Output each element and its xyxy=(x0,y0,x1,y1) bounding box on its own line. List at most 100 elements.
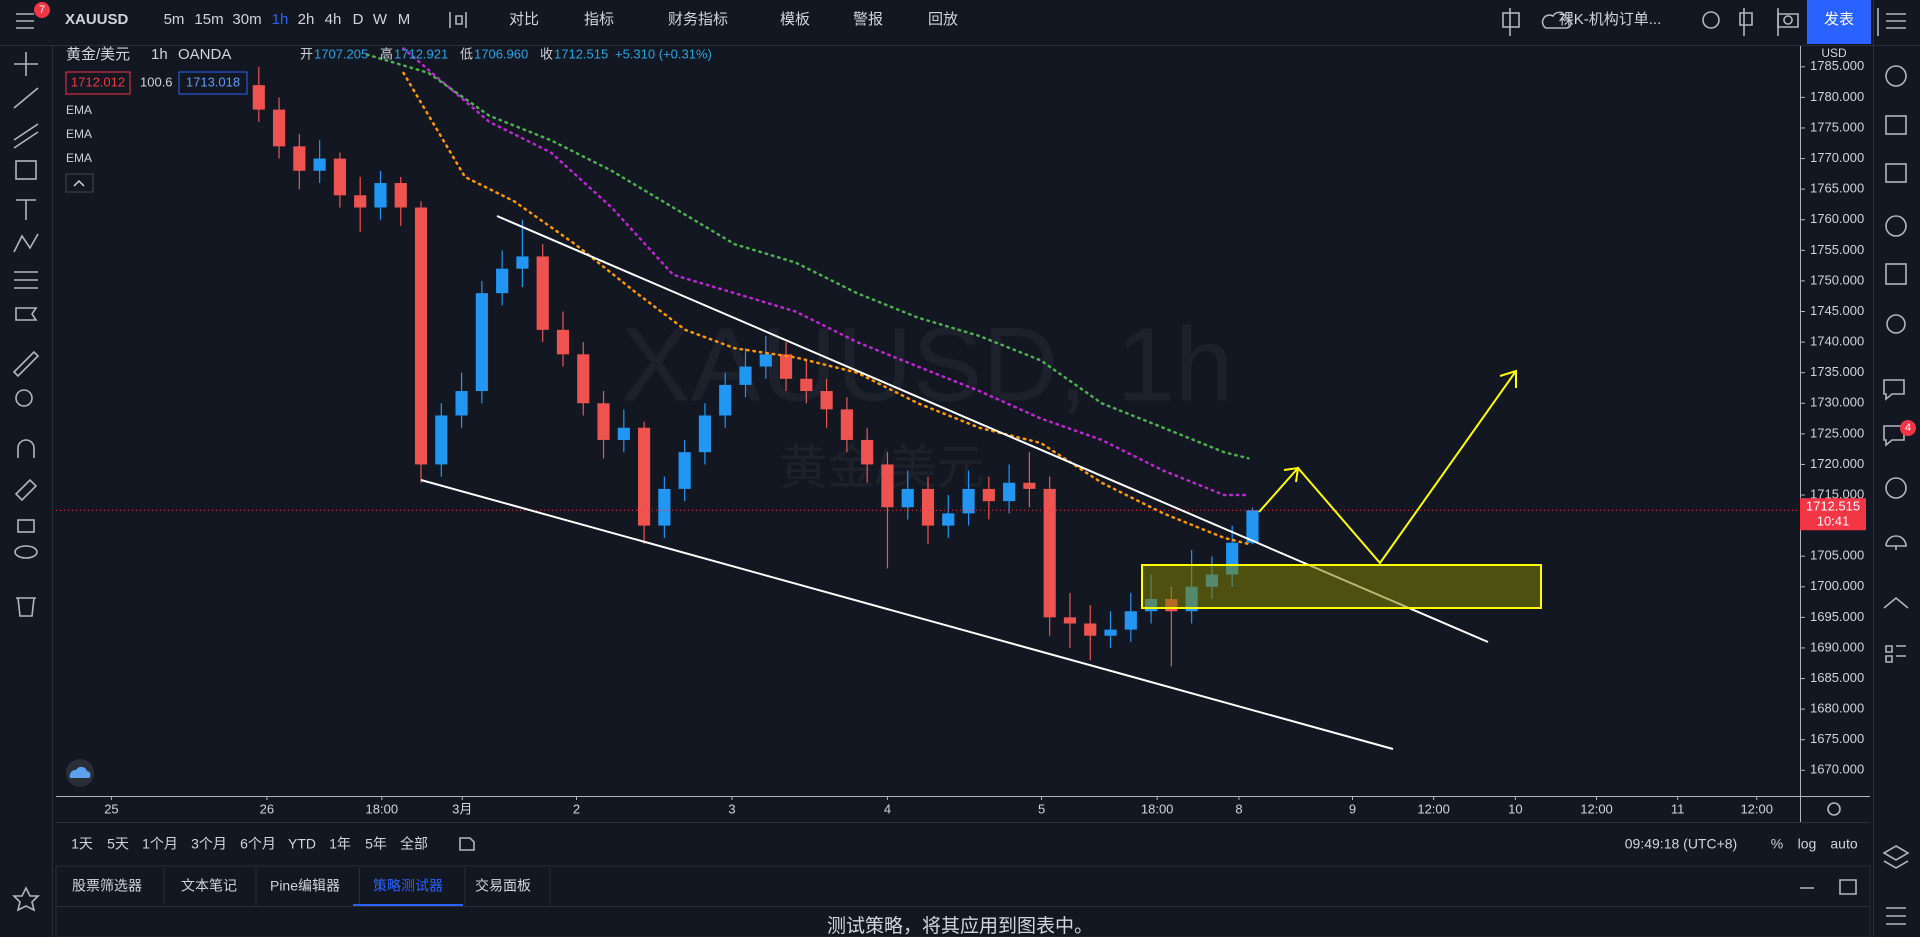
data-window-icon[interactable] xyxy=(1885,163,1907,183)
fullscreen-toggle-icon[interactable] xyxy=(1739,12,1753,26)
visibility-tool[interactable] xyxy=(14,545,38,559)
y-tick-label: 1720.000 xyxy=(1810,456,1864,471)
panel-tab[interactable]: Pine编辑器 xyxy=(270,878,340,894)
toolbar-button[interactable]: 对比 xyxy=(509,11,539,28)
range-button[interactable]: 5天 xyxy=(107,836,129,852)
interval-button[interactable]: 5m xyxy=(164,11,185,28)
fib-tool[interactable] xyxy=(13,123,39,149)
text-tool[interactable] xyxy=(16,199,36,220)
collapse-button[interactable] xyxy=(65,173,94,193)
interval-button[interactable]: W xyxy=(373,11,388,28)
news-icon[interactable] xyxy=(1885,115,1907,135)
panel-tab[interactable]: 策略测试器 xyxy=(373,878,443,894)
trading-icon[interactable] xyxy=(1883,596,1909,609)
calendar-icon[interactable] xyxy=(1885,263,1907,285)
more-icon[interactable] xyxy=(1886,907,1906,925)
candle-body xyxy=(820,391,833,410)
lock-tool[interactable] xyxy=(17,519,35,533)
shape-tool[interactable] xyxy=(15,160,37,180)
toolbar-button[interactable]: 指标 xyxy=(584,11,614,28)
scale-option[interactable]: auto xyxy=(1830,836,1857,852)
axis-settings-icon[interactable] xyxy=(1827,802,1841,816)
pattern-tool[interactable] xyxy=(13,233,39,253)
notifications-icon[interactable] xyxy=(1885,535,1907,550)
last-price-label: 1712.515 xyxy=(1806,499,1860,514)
x-tick-label: 12:00 xyxy=(1580,801,1613,816)
object-tree-icon[interactable] xyxy=(1885,645,1906,663)
range-button[interactable]: 6个月 xyxy=(240,836,276,852)
bid-box[interactable] xyxy=(65,71,131,95)
y-tick-label: 1760.000 xyxy=(1810,211,1864,226)
trendline-tool[interactable] xyxy=(13,87,39,109)
notification-badge xyxy=(34,2,50,18)
fullscreen-icon[interactable] xyxy=(1502,12,1520,28)
toolbar-button[interactable]: 财务指标 xyxy=(668,11,728,28)
draw-mode-tool[interactable] xyxy=(14,478,38,502)
ask-box[interactable] xyxy=(178,71,248,95)
screenshot-icon[interactable] xyxy=(1777,13,1799,28)
range-button[interactable]: 1天 xyxy=(71,836,93,852)
y-tick-label: 1785.000 xyxy=(1810,58,1864,73)
candle-body xyxy=(516,256,529,269)
toolbar-button[interactable]: 模板 xyxy=(780,10,810,28)
symbol[interactable]: XAUUSD xyxy=(65,11,129,28)
chats-icon[interactable] xyxy=(1883,379,1905,401)
icon-tool[interactable] xyxy=(15,307,38,321)
interval-button[interactable]: 1h xyxy=(272,11,289,28)
x-tick-label: 3 xyxy=(728,801,735,816)
scale-option[interactable]: log xyxy=(1798,836,1817,852)
settings-icon[interactable] xyxy=(1702,11,1720,29)
zoom-tool[interactable] xyxy=(15,389,33,407)
favorites-tool[interactable] xyxy=(12,886,40,912)
layers-icon[interactable] xyxy=(1882,845,1910,869)
crosshair-tool[interactable] xyxy=(14,52,38,76)
interval-button[interactable]: 15m xyxy=(194,11,223,28)
ruler-tool[interactable] xyxy=(12,350,40,378)
toolbar-button[interactable]: 回放 xyxy=(928,11,958,28)
date-range-icon[interactable] xyxy=(459,837,475,851)
interval-button[interactable]: M xyxy=(398,11,411,28)
range-button[interactable]: YTD xyxy=(288,836,316,852)
menu-button[interactable] xyxy=(16,13,34,29)
scale-option[interactable]: % xyxy=(1771,836,1783,852)
interval-button[interactable]: 2h xyxy=(298,11,315,28)
interval-button[interactable]: D xyxy=(353,11,364,28)
layout-name[interactable]: 裸K-机构订单... xyxy=(1559,11,1662,28)
ohlc-label: 收 xyxy=(540,46,553,61)
panel-tab[interactable]: 文本笔记 xyxy=(181,878,237,894)
spread: 100.6 xyxy=(140,74,173,89)
interval-button[interactable]: 4h xyxy=(325,11,342,28)
panel-tab[interactable]: 股票筛选器 xyxy=(72,878,142,894)
trendline-lower[interactable] xyxy=(420,479,1394,750)
interval-button[interactable]: 30m xyxy=(232,11,261,28)
range-button[interactable]: 5年 xyxy=(365,836,387,852)
zone-rectangle[interactable] xyxy=(1141,564,1542,609)
x-tick-label: 11 xyxy=(1671,801,1685,816)
panel-controls[interactable] xyxy=(1800,879,1857,895)
range-button[interactable]: 全部 xyxy=(400,836,428,852)
panel-tab[interactable]: 交易面板 xyxy=(475,878,531,894)
hotlist-icon[interactable] xyxy=(1885,215,1907,237)
candle-body xyxy=(293,146,306,171)
range-button[interactable]: 3个月 xyxy=(191,836,227,852)
candle-body xyxy=(597,403,610,440)
tips-icon[interactable] xyxy=(1885,477,1907,499)
y-tick-label: 1730.000 xyxy=(1810,395,1864,410)
ohlc-label: 高 xyxy=(380,46,393,61)
prediction-tool[interactable] xyxy=(14,271,38,289)
x-tick-label: 4 xyxy=(884,801,891,816)
publish-button[interactable] xyxy=(1807,0,1871,44)
range-button[interactable]: 1个月 xyxy=(142,836,178,852)
chart-area[interactable]: XAUUSD, 1h 黄金/美元 xyxy=(56,47,1800,750)
y-tick-label: 1725.000 xyxy=(1810,425,1864,440)
alerts-icon[interactable] xyxy=(1885,65,1907,87)
watchlist-icon[interactable] xyxy=(1886,13,1906,29)
candle-body xyxy=(881,464,894,508)
ideas-icon[interactable] xyxy=(1886,314,1906,334)
projection-path[interactable] xyxy=(1258,370,1517,565)
range-button[interactable]: 1年 xyxy=(329,836,351,852)
delete-tool[interactable] xyxy=(16,597,36,617)
toolbar-button[interactable]: 警报 xyxy=(853,11,883,28)
magnet-tool[interactable] xyxy=(17,439,35,458)
